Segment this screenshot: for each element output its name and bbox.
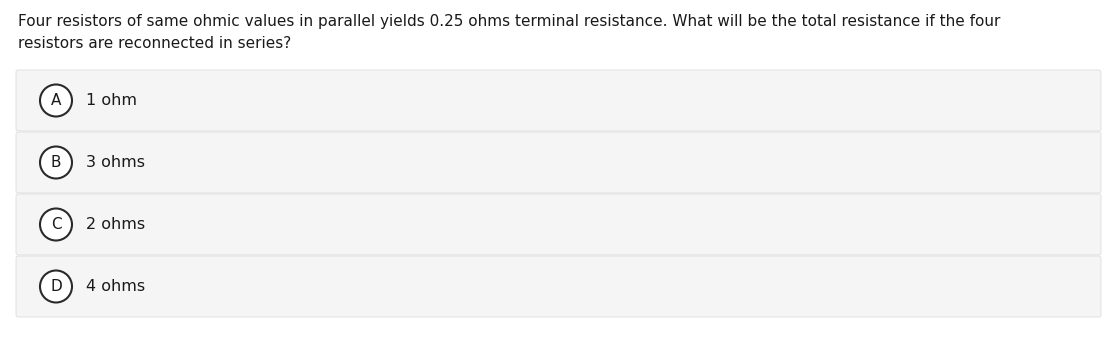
Text: A: A [50, 93, 61, 108]
Circle shape [40, 85, 71, 117]
Text: D: D [50, 279, 61, 294]
Circle shape [40, 208, 71, 240]
FancyBboxPatch shape [16, 132, 1101, 193]
Text: 1 ohm: 1 ohm [86, 93, 137, 108]
FancyBboxPatch shape [16, 256, 1101, 317]
FancyBboxPatch shape [16, 194, 1101, 255]
Text: Four resistors of same ohmic values in parallel yields 0.25 ohms terminal resist: Four resistors of same ohmic values in p… [18, 14, 1001, 29]
Circle shape [40, 270, 71, 302]
Text: 4 ohms: 4 ohms [86, 279, 145, 294]
Text: B: B [50, 155, 61, 170]
FancyBboxPatch shape [16, 70, 1101, 131]
Text: resistors are reconnected in series?: resistors are reconnected in series? [18, 36, 292, 51]
Text: C: C [50, 217, 61, 232]
Text: 2 ohms: 2 ohms [86, 217, 145, 232]
Text: 3 ohms: 3 ohms [86, 155, 145, 170]
Circle shape [40, 147, 71, 178]
